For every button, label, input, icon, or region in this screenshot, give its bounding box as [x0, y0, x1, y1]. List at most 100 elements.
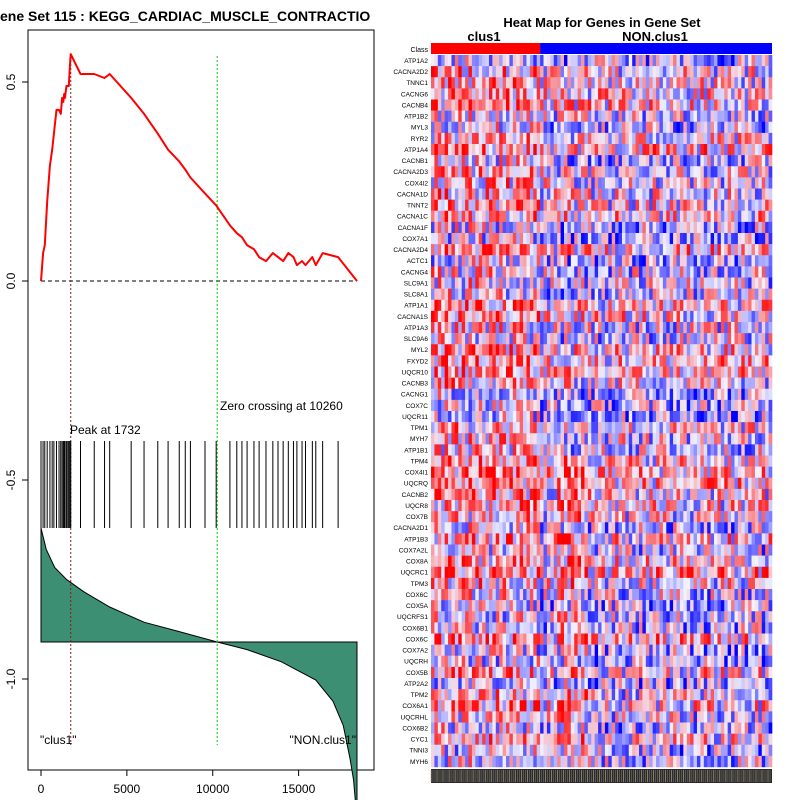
- heatmap-cell: [516, 511, 520, 523]
- heatmap-cell: [512, 266, 517, 278]
- heatmap-cell: [611, 299, 616, 312]
- heatmap-cell: [727, 99, 732, 111]
- heatmap-cell: [696, 522, 701, 534]
- heatmap-cell: [761, 199, 766, 211]
- heatmap-cell: [754, 310, 759, 323]
- heatmap-cell: [492, 322, 497, 334]
- heatmap-cell: [632, 488, 636, 501]
- heatmap-cell: [669, 299, 674, 312]
- heatmap-cell: [448, 422, 452, 434]
- heatmap-cell: [471, 66, 476, 78]
- heatmap-cell: [673, 422, 677, 434]
- heatmap-cell: [581, 155, 585, 167]
- heatmap-cell: [700, 177, 705, 189]
- heatmap-cell: [744, 177, 749, 189]
- heatmap-cell: [625, 110, 630, 122]
- heatmap-cell: [512, 110, 517, 122]
- heatmap-cell: [502, 266, 507, 278]
- heatmap-cell: [690, 511, 694, 523]
- heatmap-cell: [628, 177, 633, 189]
- heatmap-cell: [598, 544, 602, 556]
- heatmap-cell: [679, 322, 684, 334]
- heatmap-cell: [748, 110, 752, 122]
- heatmap-cell: [482, 199, 486, 211]
- heatmap-cell: [536, 110, 541, 122]
- heatmap-cell: [495, 277, 500, 289]
- heatmap-cell: [567, 99, 572, 111]
- heatmap-cell: [635, 344, 640, 356]
- heatmap-cell: [673, 266, 677, 278]
- heatmap-cell: [731, 344, 735, 356]
- heatmap-cell: [727, 132, 732, 145]
- heatmap-cell: [604, 488, 609, 501]
- heatmap-cell: [550, 288, 555, 300]
- heatmap-cell: [710, 233, 715, 245]
- heatmap-cell: [434, 155, 439, 167]
- heatmap-cell: [543, 377, 548, 389]
- heatmap-cell: [488, 377, 493, 389]
- heatmap-row: [431, 377, 773, 389]
- heatmap-cell: [748, 466, 752, 478]
- heatmap-cell: [529, 132, 534, 145]
- heatmap-cell: [632, 155, 636, 167]
- heatmap-cell: [741, 333, 746, 345]
- heatmap-cell: [710, 399, 715, 412]
- heatmap-cell: [581, 566, 585, 579]
- heatmap-cell: [478, 233, 483, 245]
- heatmap-cell: [461, 255, 466, 267]
- heatmap-cell: [529, 511, 534, 523]
- heatmap-cell: [717, 544, 722, 556]
- heatmap-cell: [615, 255, 619, 267]
- heatmap-cell: [727, 244, 732, 256]
- heatmap-cell: [662, 377, 667, 389]
- heatmap-cell: [679, 210, 684, 223]
- heatmap-cell: [581, 299, 585, 312]
- heatmap-cell: [526, 121, 531, 134]
- heatmap-cell: [642, 555, 647, 567]
- heatmap-cell: [546, 266, 551, 278]
- heatmap-cell: [516, 322, 520, 334]
- heatmap-cell: [584, 566, 589, 579]
- heatmap-cell: [707, 322, 711, 334]
- heatmap-cell: [587, 555, 592, 567]
- heatmap-cell: [536, 433, 541, 445]
- heatmap-cell: [686, 411, 691, 423]
- heatmap-cell: [717, 366, 722, 378]
- heatmap-cell: [563, 155, 568, 167]
- heatmap-cell: [720, 322, 725, 334]
- heatmap-cell: [540, 377, 544, 389]
- heatmap-cell: [710, 199, 715, 211]
- heatmap-cell: [478, 166, 483, 178]
- heatmap-cell: [765, 77, 769, 89]
- heatmap-cell: [512, 577, 517, 590]
- heatmap-cell: [707, 55, 711, 67]
- heatmap-cell: [741, 488, 746, 501]
- heatmap-cell: [567, 477, 572, 490]
- heatmap-cell: [751, 110, 756, 122]
- heatmap-cell: [731, 144, 735, 156]
- heatmap-cell: [703, 121, 708, 134]
- heatmap-cell: [761, 255, 766, 267]
- heatmap-cell: [758, 88, 763, 100]
- heatmap-cell: [536, 77, 541, 89]
- heatmap-cell: [696, 411, 701, 423]
- heatmap-cell: [673, 155, 677, 167]
- heatmap-cell: [601, 55, 606, 67]
- heatmap-cell: [731, 522, 735, 534]
- heatmap-cell: [471, 522, 476, 534]
- heatmap-cell: [587, 455, 592, 467]
- heatmap-cell: [475, 355, 480, 367]
- heatmap-cell: [598, 533, 602, 545]
- heatmap-cell: [478, 299, 483, 312]
- heatmap-cell: [533, 366, 538, 378]
- heatmap-cell: [639, 377, 643, 389]
- heatmap-cell: [434, 533, 439, 545]
- heatmap-cell: [601, 411, 606, 423]
- heatmap-cell: [441, 77, 445, 89]
- heatmap-cell: [683, 310, 688, 323]
- heatmap-cell: [454, 388, 459, 401]
- heatmap-cell: [615, 266, 619, 278]
- heatmap-cell: [714, 88, 718, 100]
- heatmap-cell: [506, 388, 510, 401]
- heatmap-cell: [717, 166, 722, 178]
